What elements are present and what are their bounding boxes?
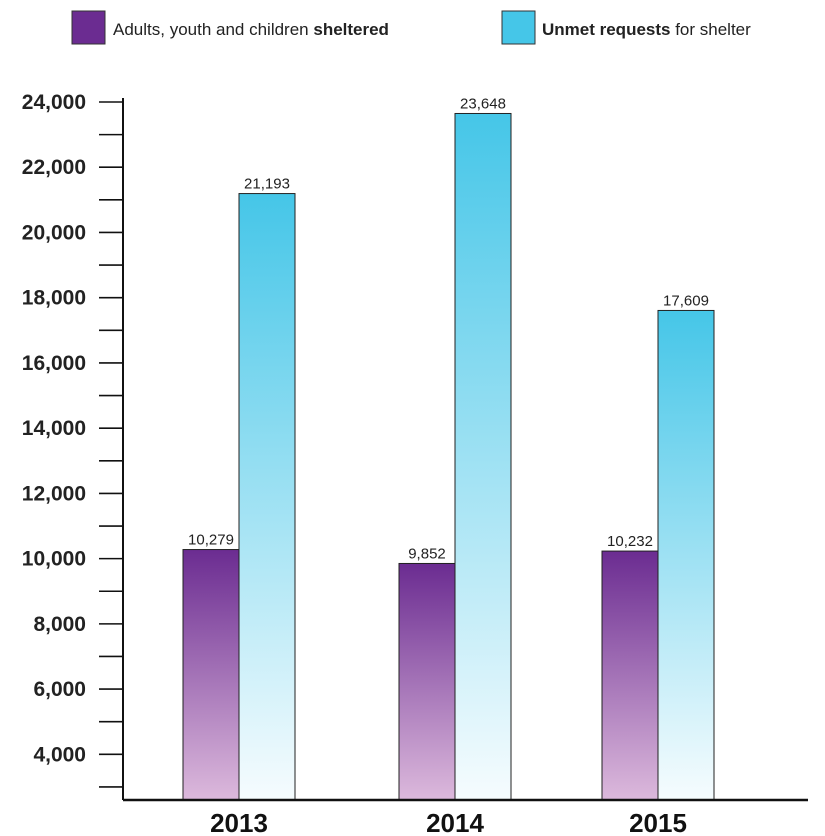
- bar-sheltered-2015: [601, 550, 659, 801]
- legend: Adults, youth and children sheltered Unme…: [71, 10, 751, 45]
- data-label-unmet-2015: 17,609: [663, 292, 709, 309]
- y-tick-label: 10,000: [22, 548, 86, 571]
- bars-layer: 10,279 21,193 9,852 23,648 10,232 17,609: [182, 95, 715, 801]
- legend-label-1: Adults, youth and children sheltered: [113, 20, 389, 39]
- y-tick-label: 14,000: [22, 417, 86, 440]
- legend-label-2: Unmet requests for shelter: [542, 20, 751, 39]
- y-tick-label: 18,000: [22, 287, 86, 310]
- axes-layer: 2013 2014 2015 4,000 6,000 8,000 10,000 12,000 1…: [22, 91, 808, 836]
- data-label-sheltered-2013: 10,279: [188, 532, 234, 549]
- legend-swatch-2: [501, 10, 536, 45]
- bar-unmet-2015: [657, 309, 715, 801]
- y-tick-label: 4,000: [33, 743, 86, 766]
- y-tick-label: 24,000: [22, 91, 86, 114]
- y-tick-label: 16,000: [22, 352, 86, 375]
- x-tick-label-2014: 2014: [426, 808, 484, 836]
- y-tick-label: 12,000: [22, 482, 86, 505]
- data-label-unmet-2013: 21,193: [244, 176, 290, 193]
- bar-sheltered-2014: [398, 562, 456, 801]
- y-tick-label: 22,000: [22, 156, 86, 179]
- data-label-sheltered-2015: 10,232: [607, 533, 653, 550]
- bar-unmet-2013: [238, 193, 296, 801]
- y-tick-label: 8,000: [33, 613, 86, 636]
- bar-sheltered-2013: [182, 549, 240, 801]
- x-tick-label-2013: 2013: [210, 808, 268, 836]
- legend-swatch-1: [71, 10, 106, 45]
- data-label-unmet-2014: 23,648: [460, 95, 506, 112]
- y-tick-label: 6,000: [33, 678, 86, 701]
- x-tick-label-2015: 2015: [629, 808, 687, 836]
- y-tick-label: 20,000: [22, 221, 86, 244]
- data-label-sheltered-2014: 9,852: [408, 545, 446, 562]
- bar-unmet-2014: [454, 112, 512, 801]
